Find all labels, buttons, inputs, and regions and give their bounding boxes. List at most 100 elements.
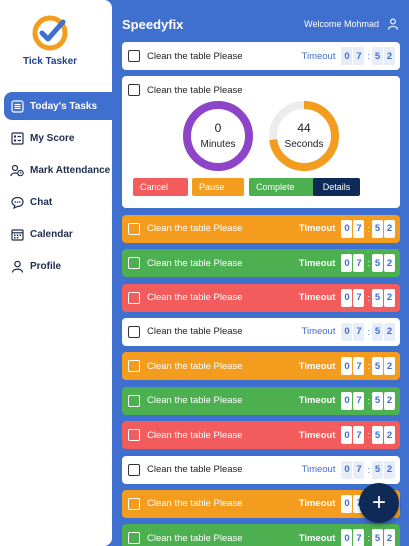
task-actions: Cancel Pause Complete Details xyxy=(133,178,389,197)
timer-digit: 5 xyxy=(372,47,383,65)
task-checkbox[interactable] xyxy=(128,291,140,304)
add-task-button[interactable]: + xyxy=(359,483,399,523)
task-checkbox[interactable] xyxy=(128,360,140,373)
task-label: Clean the table Please xyxy=(147,257,243,269)
countdown-timer: 0 7 : 5 2 xyxy=(341,357,396,376)
timer-digit: 7 xyxy=(353,357,365,376)
task-checkbox[interactable] xyxy=(128,532,140,545)
countdown-timer: 0 7 : 5 2 xyxy=(341,529,396,546)
task-list: Clean the table Please Timeout 0 7 : 5 2… xyxy=(122,42,400,546)
task-label: Clean the table Please xyxy=(147,223,243,235)
task-checkbox[interactable] xyxy=(128,429,140,442)
timer-separator: : xyxy=(367,533,370,544)
user-icon[interactable] xyxy=(387,17,399,30)
timer-digit: 5 xyxy=(372,288,383,307)
task-row[interactable]: Clean the table Please Timeout 0 7 : 5 2 xyxy=(122,455,400,484)
timer-digit: 0 xyxy=(341,357,353,376)
task-label: Clean the table Please xyxy=(147,50,243,62)
sidebar-item-chat[interactable]: Chat xyxy=(4,188,112,216)
timer-digit: 0 xyxy=(341,254,353,273)
task-row[interactable]: Clean the table Please Timeout 0 7 : 5 2 xyxy=(122,42,400,70)
timer-digit: 5 xyxy=(372,357,383,376)
sidebar-item-todays-tasks[interactable]: Today's Tasks xyxy=(4,92,112,120)
timeout-label: Timeout xyxy=(298,223,336,235)
timer-separator: : xyxy=(367,223,370,234)
task-row[interactable]: Clean the table Please Timeout 0 7 : 5 2 xyxy=(122,317,400,346)
task-checkbox[interactable] xyxy=(128,394,140,407)
welcome-text: Welcome Mohmad xyxy=(304,19,379,29)
timeout-label: Timeout xyxy=(298,429,336,441)
sidebar-nav: Today's Tasks My Score Mark Attendance C… xyxy=(0,90,112,284)
task-row[interactable]: Clean the table Please Timeout 0 7 : 5 2 xyxy=(122,283,400,312)
countdown-timer: 0 7 : 5 2 xyxy=(341,254,396,273)
sidebar-item-profile[interactable]: Profile xyxy=(4,252,112,280)
timer-digit: 2 xyxy=(384,322,395,341)
timer-digit: 5 xyxy=(372,426,383,445)
sidebar-item-my-score[interactable]: My Score xyxy=(4,124,112,152)
countdown-timer: 0 7 : 5 2 xyxy=(341,47,396,65)
timer-digit: 5 xyxy=(372,460,383,479)
timer-digit: 0 xyxy=(341,529,353,546)
timeout-label: Timeout xyxy=(301,50,336,62)
timer-digit: 7 xyxy=(353,426,365,445)
sidebar-item-label: Today's Tasks xyxy=(30,100,98,112)
timer-digit: 0 xyxy=(341,494,353,513)
task-checkbox[interactable] xyxy=(128,497,140,510)
timer-separator: : xyxy=(367,326,370,337)
task-row[interactable]: Clean the table Please Timeout 0 7 : 5 2 xyxy=(122,421,400,450)
task-row[interactable]: Clean the table Please Timeout 0 7 : 5 2 xyxy=(122,214,400,243)
task-checkbox[interactable] xyxy=(128,257,140,270)
task-checkbox[interactable] xyxy=(128,50,140,62)
timeout-label: Timeout xyxy=(298,532,336,544)
sidebar-item-calendar[interactable]: Calendar xyxy=(4,220,112,248)
timer-digit: 2 xyxy=(384,254,395,273)
timeout-label: Timeout xyxy=(298,395,336,407)
task-checkbox[interactable] xyxy=(128,222,140,235)
pause-button[interactable]: Pause xyxy=(192,178,244,197)
countdown-timer: 0 7 : 5 2 xyxy=(341,460,396,479)
timer-digit: 2 xyxy=(384,47,395,65)
minutes-ring: 0 Minutes xyxy=(182,100,254,172)
timer-separator: : xyxy=(367,361,370,372)
timer-digit: 7 xyxy=(353,391,365,410)
details-button[interactable]: Details xyxy=(313,178,360,197)
timer-digit: 5 xyxy=(372,391,383,410)
task-checkbox[interactable] xyxy=(128,325,140,338)
complete-button[interactable]: Complete xyxy=(249,178,316,197)
cancel-button[interactable]: Cancel xyxy=(133,178,188,197)
sidebar-item-mark-attendance[interactable]: Mark Attendance xyxy=(4,156,112,184)
timeout-label: Timeout xyxy=(298,257,336,269)
task-row[interactable]: Clean the table Please Timeout 0 7 : 5 2 xyxy=(122,352,400,381)
minutes-value: 0 xyxy=(214,121,222,136)
task-label: Clean the table Please xyxy=(147,326,243,338)
task-card-expanded[interactable]: Clean the table Please 0 Minutes 44 Seco… xyxy=(122,76,400,209)
timer-digit: 2 xyxy=(384,460,395,479)
timer-separator: : xyxy=(367,464,370,475)
timer-digit: 7 xyxy=(353,47,365,65)
chat-bubble-icon xyxy=(10,195,24,209)
tick-logo-icon xyxy=(31,14,69,52)
timer-digit: 0 xyxy=(341,460,353,479)
calendar-icon xyxy=(10,227,24,241)
sidebar-item-label: Chat xyxy=(30,196,53,208)
timer-digit: 2 xyxy=(384,391,395,410)
timer-digit: 0 xyxy=(341,391,353,410)
task-row[interactable]: Clean the table Please Timeout 0 7 : 5 2 xyxy=(122,386,400,415)
task-checkbox[interactable] xyxy=(128,84,140,97)
task-label: Clean the table Please xyxy=(147,84,243,96)
timer-digit: 2 xyxy=(384,288,395,307)
task-row[interactable]: Clean the table Please Timeout 0 7 : 5 2 xyxy=(122,524,400,546)
timer-digit: 0 xyxy=(341,219,353,238)
countdown-timer: 0 7 : 5 2 xyxy=(341,391,396,410)
minutes-progress-ring xyxy=(183,101,253,172)
task-row[interactable]: Clean the table Please Timeout 0 7 : 5 2 xyxy=(122,249,400,278)
task-checkbox[interactable] xyxy=(128,463,140,476)
sidebar-item-label: My Score xyxy=(30,132,75,144)
timer-digit: 5 xyxy=(372,529,383,546)
timer-digit: 2 xyxy=(384,529,395,546)
sidebar: Tick Tasker Today's Tasks My Score Mark … xyxy=(0,0,112,546)
user-clock-icon xyxy=(10,163,24,177)
seconds-value: 44 xyxy=(297,121,311,136)
timer-digit: 2 xyxy=(384,219,395,238)
timer-digit: 2 xyxy=(384,426,395,445)
